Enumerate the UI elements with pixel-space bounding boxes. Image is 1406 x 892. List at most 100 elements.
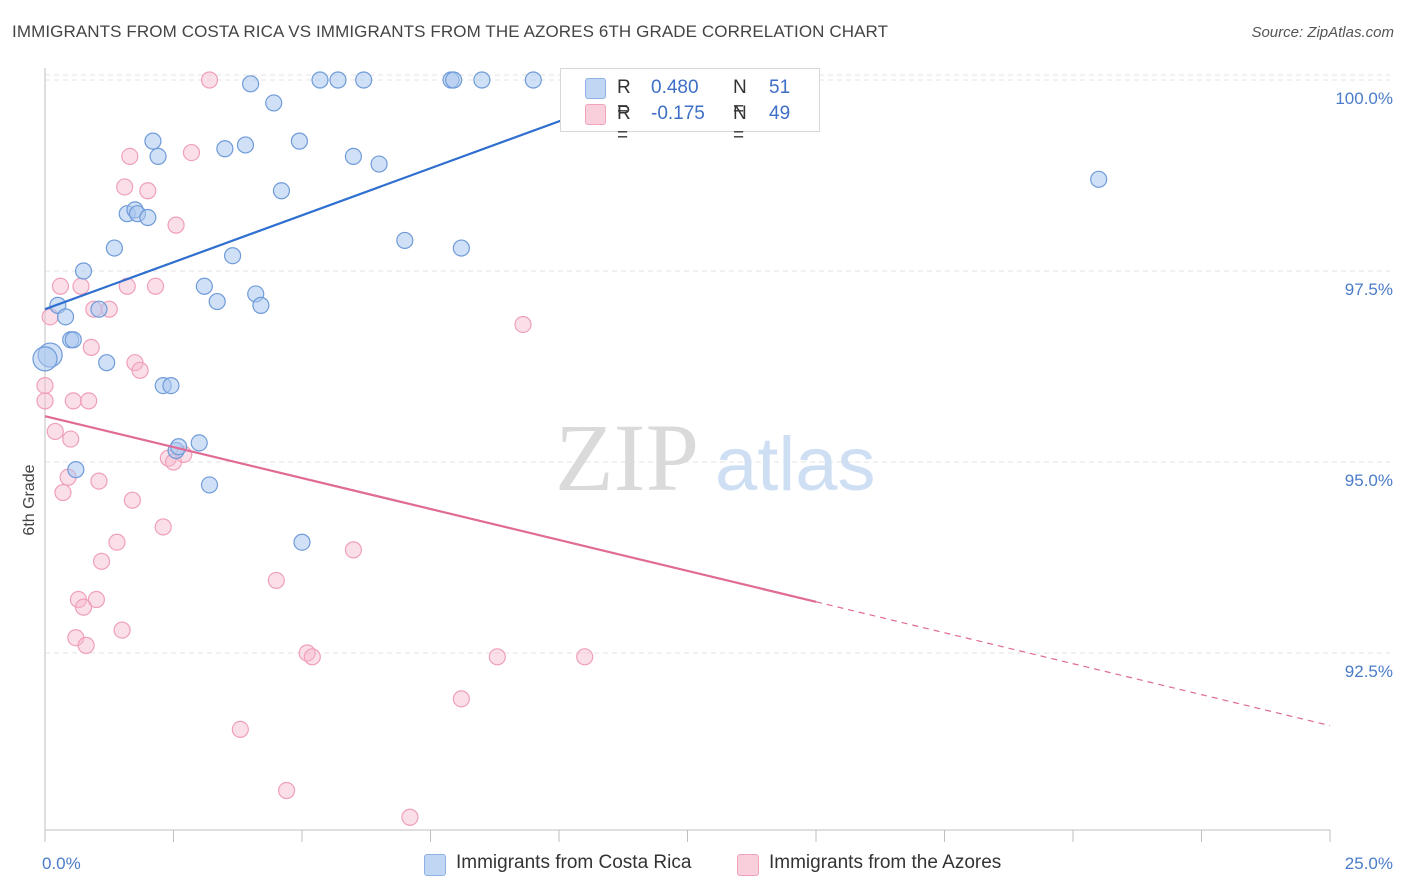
costa-rica-point xyxy=(473,71,491,89)
axes xyxy=(44,68,1331,842)
bottom-legend-label: Immigrants from Costa Rica xyxy=(456,852,692,873)
costa-rica-point xyxy=(1090,170,1108,188)
costa-rica-point xyxy=(290,132,309,150)
azores-point xyxy=(401,808,419,826)
costa-rica-point xyxy=(329,71,347,89)
watermark-zip: ZIP xyxy=(555,404,699,511)
azores-point xyxy=(92,552,111,570)
costa-rica-points xyxy=(32,71,1108,551)
costa-rica-point xyxy=(252,296,270,314)
y-tick-label: 95.0% xyxy=(1345,471,1393,490)
costa-rica-point xyxy=(445,71,463,89)
azores-point xyxy=(72,277,90,295)
costa-rica-point xyxy=(265,94,283,112)
azores-points xyxy=(36,71,594,826)
chart-source: Source: ZipAtlas.com xyxy=(1251,24,1394,41)
trend-lines xyxy=(44,78,1331,727)
y-tick-label: 92.5% xyxy=(1345,662,1393,681)
legend-swatch-pink xyxy=(585,104,606,125)
costa-rica-point xyxy=(139,208,157,227)
azores-point xyxy=(116,178,134,196)
stats-legend: R = 0.480 N = 51 R = -0.175 N = 49 xyxy=(560,68,820,146)
watermark-atlas: atlas xyxy=(715,422,876,507)
costa-rica-point xyxy=(90,300,108,318)
azores-point xyxy=(74,598,93,616)
azores-point xyxy=(303,648,321,666)
costa-rica-point xyxy=(56,308,75,326)
y-tick-label: 97.5% xyxy=(1345,280,1393,299)
legend-r-label: R = xyxy=(617,77,631,120)
azores-point xyxy=(123,491,141,509)
grid-lines xyxy=(45,74,1390,654)
azores-point xyxy=(452,690,470,708)
azores-point xyxy=(344,541,362,559)
azores-point xyxy=(108,533,126,551)
azores-point xyxy=(146,277,165,295)
costa-rica-point xyxy=(272,182,291,200)
costa-rica-point xyxy=(216,140,234,158)
costa-rica-point xyxy=(67,461,85,479)
azores-point xyxy=(51,277,70,295)
legend-r-value: 0.480 xyxy=(651,77,699,98)
legend-swatch-blue xyxy=(585,78,606,99)
azores-point xyxy=(80,392,98,410)
costa-rica-point xyxy=(236,136,255,154)
y-axis-label: 6th Grade xyxy=(21,464,38,535)
costa-rica-point xyxy=(98,354,116,372)
costa-rica-point xyxy=(452,239,470,257)
costa-rica-point xyxy=(144,132,162,150)
azores-point xyxy=(131,361,149,379)
costa-rica-point xyxy=(242,75,260,93)
legend-n-value: 49 xyxy=(769,103,791,124)
watermark: ZIP atlas xyxy=(555,404,876,511)
azores-point xyxy=(121,147,139,165)
azores-point xyxy=(36,392,54,410)
azores-point xyxy=(514,315,532,334)
azores-point xyxy=(90,472,108,490)
azores-trend-line xyxy=(44,415,817,603)
costa-rica-point xyxy=(32,346,58,372)
azores-point xyxy=(200,71,219,89)
costa-rica-point xyxy=(105,239,123,257)
azores-point xyxy=(231,720,249,739)
azores-point xyxy=(46,422,64,441)
costa-rica-point xyxy=(344,147,362,165)
azores-point xyxy=(267,571,285,590)
azores-point xyxy=(62,430,80,448)
azores-point xyxy=(139,182,157,200)
azores-point xyxy=(87,590,106,609)
azores-point xyxy=(113,621,131,639)
azores-point xyxy=(576,648,594,666)
costa-rica-point xyxy=(293,533,311,551)
azores-trend-line-extrapolated xyxy=(815,601,1331,727)
costa-rica-point xyxy=(524,71,542,89)
y-tick-label: 100.0% xyxy=(1335,89,1393,108)
azores-point xyxy=(82,338,100,356)
legend-r-value: -0.175 xyxy=(651,103,705,124)
azores-point xyxy=(182,143,201,162)
costa-rica-point xyxy=(224,247,242,265)
bottom-legend-label: Immigrants from the Azores xyxy=(769,852,1002,873)
tick-labels: 92.5% 95.0% 97.5% 100.0% 0.0% 25.0% xyxy=(42,89,1393,873)
costa-rica-point xyxy=(64,331,82,349)
x-tick-label: 25.0% xyxy=(1345,854,1393,873)
costa-rica-point xyxy=(311,71,329,89)
costa-rica-point xyxy=(370,155,388,173)
legend-n-label: N = xyxy=(733,77,747,120)
costa-rica-point xyxy=(190,434,208,452)
azores-point xyxy=(64,392,82,410)
azores-point xyxy=(54,483,72,502)
costa-rica-point xyxy=(149,147,167,165)
costa-rica-point xyxy=(208,292,226,311)
azores-point xyxy=(488,648,506,666)
chart-title: IMMIGRANTS FROM COSTA RICA VS IMMIGRANTS… xyxy=(12,22,889,41)
x-tick-label: 0.0% xyxy=(42,854,81,873)
azores-point xyxy=(154,518,172,536)
legend-n-label: N = xyxy=(733,103,747,146)
costa-rica-point xyxy=(200,476,219,494)
azores-point xyxy=(77,636,95,654)
legend-n-value: 51 xyxy=(769,77,791,98)
legend-r-label: R = xyxy=(617,103,631,146)
costa-rica-point xyxy=(396,231,414,250)
